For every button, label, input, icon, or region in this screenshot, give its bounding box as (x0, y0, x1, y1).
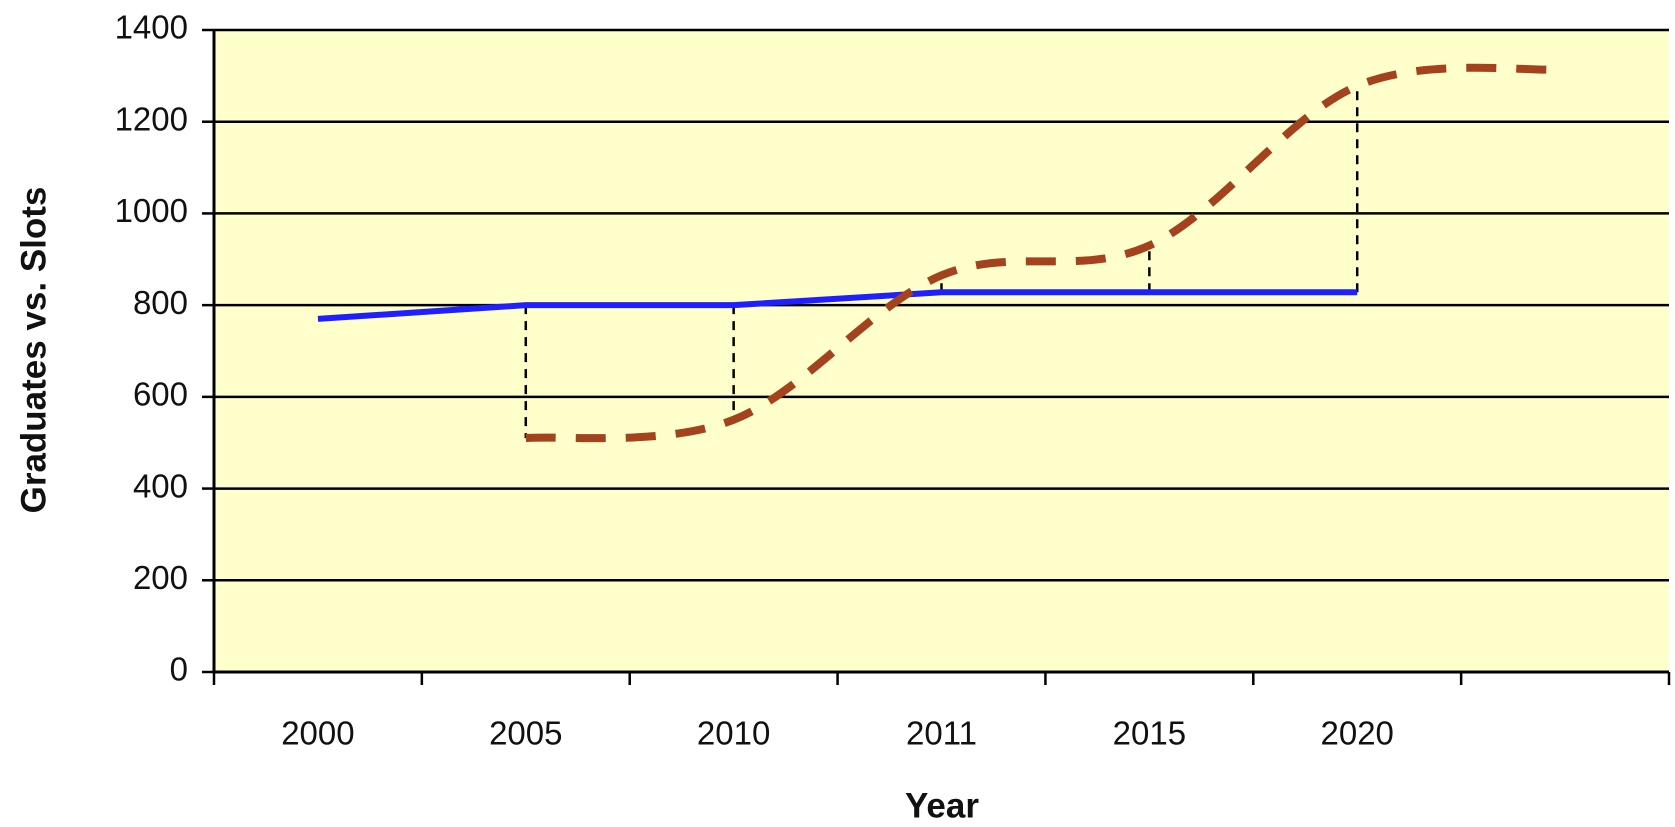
y-tick-label: 200 (133, 559, 188, 596)
x-tick-label: 2015 (1113, 715, 1186, 752)
y-tick-label: 1400 (115, 9, 188, 46)
y-tick-label: 400 (133, 467, 188, 504)
y-tick-label: 800 (133, 284, 188, 321)
x-tick-label: 2000 (281, 715, 354, 752)
plot-area (214, 30, 1669, 672)
series-line (525, 63, 1566, 443)
y-axis-title: Graduates vs. Slots (14, 187, 53, 514)
x-axis-title: Year (905, 786, 979, 825)
series-line (317, 289, 1358, 322)
x-tick-label: 2005 (489, 715, 562, 752)
x-tick-label: 2011 (906, 715, 977, 752)
y-tick-label: 0 (170, 651, 188, 688)
y-tick-label: 1200 (115, 100, 188, 137)
y-tick-label: 1000 (115, 192, 188, 229)
x-tick-label: 2020 (1321, 715, 1394, 752)
x-tick-label: 2010 (697, 715, 770, 752)
y-tick-label: 600 (133, 376, 188, 413)
